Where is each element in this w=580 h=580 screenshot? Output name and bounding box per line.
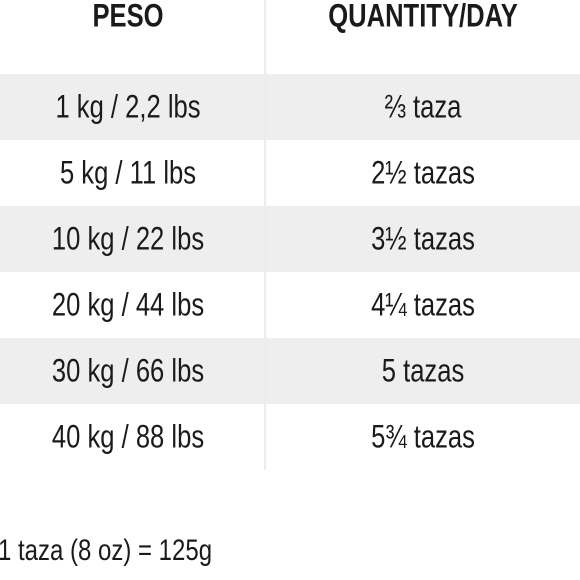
table-text: PESO QUANTITY/DAY 1 kg / 2,2 lbs ⅔ taza 5 kg… bbox=[0, 0, 518, 567]
table-cell: 4¼ tazas bbox=[371, 288, 475, 323]
table-body bbox=[0, 74, 580, 404]
column-header: PESO bbox=[92, 0, 163, 34]
table-cell: 20 kg / 44 lbs bbox=[52, 288, 204, 323]
column-header: QUANTITY/DAY bbox=[328, 0, 518, 34]
table-cell: 5 kg / 11 lbs bbox=[60, 156, 196, 191]
table-cell: 5¾ tazas bbox=[371, 420, 475, 455]
table-cell: 2½ tazas bbox=[371, 156, 475, 191]
table-cell: 10 kg / 22 lbs bbox=[52, 222, 204, 257]
table-cell: 1 kg / 2,2 lbs bbox=[55, 90, 200, 125]
table-cell: ⅔ taza bbox=[385, 90, 463, 125]
table-cell: 5 tazas bbox=[382, 354, 465, 389]
row-band bbox=[0, 74, 580, 140]
row-band bbox=[0, 338, 580, 404]
table-cell: 40 kg / 88 lbs bbox=[52, 420, 204, 455]
table-cell: 3½ tazas bbox=[371, 222, 475, 257]
row-band bbox=[0, 206, 580, 272]
footnote: 1 taza (8 oz) = 125g bbox=[0, 532, 212, 566]
table-cell: 30 kg / 66 lbs bbox=[52, 354, 204, 389]
